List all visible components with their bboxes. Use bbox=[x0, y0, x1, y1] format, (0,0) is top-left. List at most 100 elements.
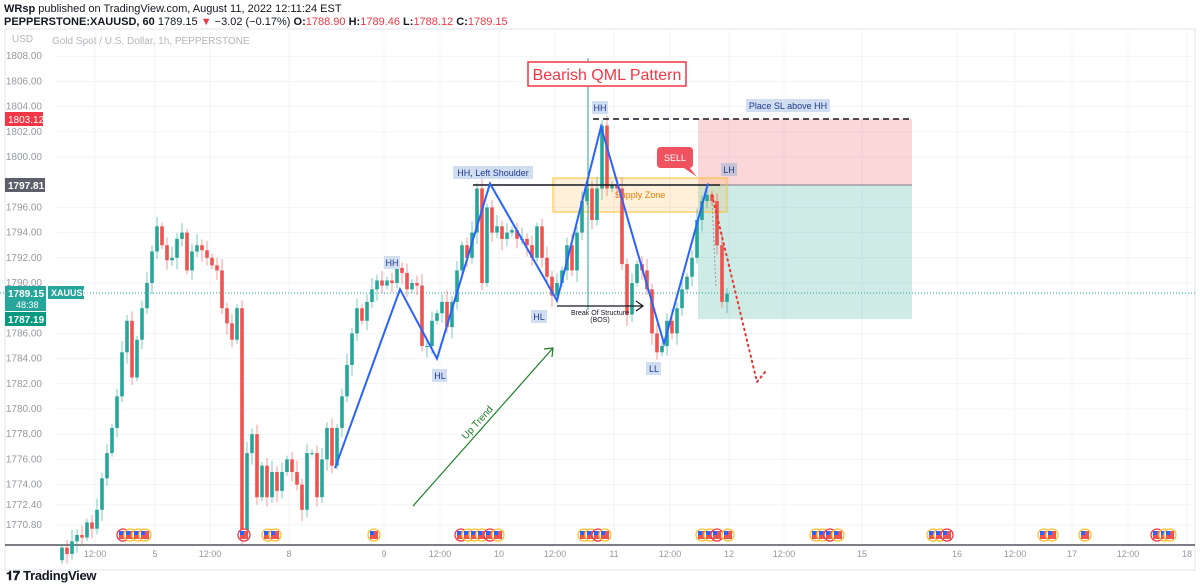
candle-up bbox=[340, 396, 344, 428]
candle-up bbox=[325, 427, 329, 460]
flag-canton bbox=[601, 531, 605, 535]
candle-down bbox=[490, 207, 494, 233]
candle-up bbox=[660, 346, 664, 353]
qml-zigzag-line[interactable] bbox=[334, 122, 709, 469]
low-value: 1788.12 bbox=[413, 16, 454, 28]
time-tick-label: 18 bbox=[1182, 549, 1192, 559]
candle-up bbox=[435, 313, 439, 321]
hl-second-text: HL bbox=[533, 312, 545, 322]
last-price-text: 1789.15 bbox=[8, 289, 45, 300]
flag-canton bbox=[1048, 531, 1052, 535]
candle-up bbox=[85, 522, 89, 538]
bar-countdown-text: 48:38 bbox=[16, 300, 39, 310]
time-axis[interactable]: 12:00 5 12:00 8 9 12:00 10 12:00 11 12:00 12 12:00 1… bbox=[84, 549, 1192, 559]
label-lh[interactable]: LH bbox=[721, 163, 737, 176]
label-hh-top[interactable]: HH bbox=[592, 101, 608, 114]
candle-down bbox=[360, 308, 364, 321]
candle-up bbox=[375, 280, 379, 290]
time-tick-label: 5 bbox=[152, 549, 157, 559]
pattern-title: Bearish QML Pattern bbox=[533, 67, 682, 84]
flag-canton bbox=[943, 531, 947, 535]
symbol: PEPPERSTONE:XAUUSD, 60 bbox=[4, 16, 155, 28]
candle-up bbox=[310, 453, 314, 455]
publisher-name[interactable]: WRsp bbox=[4, 3, 36, 15]
flag-canton bbox=[1040, 531, 1044, 535]
candle-up bbox=[125, 320, 129, 353]
price-tick-label: 1776.00 bbox=[6, 454, 43, 465]
take-profit-zone[interactable] bbox=[698, 185, 912, 319]
sell-callout[interactable]: SELL bbox=[657, 147, 697, 177]
label-hh-left-shoulder[interactable]: HH, Left Shoulder bbox=[453, 166, 533, 179]
candle-down bbox=[80, 535, 84, 538]
us-flag-event-icon bbox=[1045, 528, 1059, 542]
time-tick-label: 12:00 bbox=[1004, 549, 1027, 559]
candle-up bbox=[115, 396, 119, 428]
candle-up bbox=[430, 320, 434, 346]
label-hh-first[interactable]: HH bbox=[384, 256, 400, 269]
candle-down bbox=[205, 250, 209, 258]
time-tick-label: 12:00 bbox=[659, 549, 682, 559]
pattern-title-box[interactable] bbox=[527, 61, 687, 87]
candle-down bbox=[465, 245, 469, 258]
candle-down bbox=[530, 245, 534, 258]
candle-up bbox=[455, 270, 459, 302]
candle-up bbox=[250, 434, 254, 454]
publish-info: WRsp published on TradingView.com, Augus… bbox=[4, 3, 342, 15]
candle-down bbox=[620, 188, 624, 265]
flag-canton bbox=[713, 531, 717, 535]
label-hl-second[interactable]: HL bbox=[531, 310, 547, 323]
us-flag-event-icon bbox=[710, 528, 724, 542]
candle-down bbox=[720, 245, 724, 302]
time-tick-label: 8 bbox=[286, 549, 291, 559]
label-ll[interactable]: LL bbox=[646, 362, 661, 375]
candle-down bbox=[710, 194, 714, 202]
candle-down bbox=[500, 226, 504, 239]
price-tick-label: 1784.00 bbox=[6, 354, 43, 365]
candle-up bbox=[505, 232, 509, 239]
price-tick-label: 1782.00 bbox=[6, 379, 43, 390]
close-label: C: bbox=[456, 16, 468, 28]
time-tick-label: 10 bbox=[494, 549, 504, 559]
price-axis[interactable]: 1808.00 1806.00 1804.00 1802.00 1800.00 1796.… bbox=[6, 51, 43, 531]
candle-up bbox=[460, 245, 464, 271]
last-price: 1789.15 bbox=[157, 16, 198, 28]
candle-up bbox=[245, 453, 249, 535]
economic-events[interactable] bbox=[116, 528, 1177, 542]
projection-dotted-line bbox=[711, 199, 717, 289]
up-trend-arrow[interactable] bbox=[412, 347, 554, 507]
projected-path[interactable] bbox=[711, 194, 766, 385]
candle-up bbox=[425, 346, 429, 347]
flag-canton bbox=[724, 531, 728, 535]
price-tick-label: 1796.00 bbox=[6, 202, 43, 213]
price-tick-label: 1792.00 bbox=[6, 253, 43, 264]
flag-canton bbox=[240, 531, 244, 535]
us-flag-event-icon bbox=[491, 528, 505, 542]
candle-up bbox=[280, 472, 284, 491]
us-flag-event-icon bbox=[237, 528, 251, 542]
candle-down bbox=[525, 238, 529, 246]
open-label: O: bbox=[293, 16, 306, 28]
candles bbox=[60, 116, 729, 564]
candle-down bbox=[240, 308, 244, 535]
candle-down bbox=[220, 270, 224, 309]
candle-up bbox=[70, 541, 74, 554]
label-hl-first[interactable]: HL bbox=[432, 369, 447, 382]
us-flag-event-icon bbox=[1078, 528, 1092, 542]
candle-up bbox=[100, 478, 104, 510]
us-flag-event-icon bbox=[598, 528, 612, 542]
candle-up bbox=[195, 245, 199, 252]
time-tick-label: 16 bbox=[952, 549, 962, 559]
candle-up bbox=[495, 226, 499, 233]
label-place-sl[interactable]: Place SL above HH bbox=[746, 99, 830, 112]
candle-up bbox=[60, 547, 64, 561]
candle-down bbox=[400, 267, 404, 273]
target-price-text: 1787.19 bbox=[8, 315, 45, 326]
flag-canton bbox=[698, 531, 702, 535]
tradingview-logo[interactable]: 𝟏𝟕 TradingView bbox=[6, 568, 97, 584]
candle-down bbox=[645, 270, 649, 290]
candle-up bbox=[725, 293, 729, 302]
candle-up bbox=[535, 226, 539, 258]
time-tick-label: 12 bbox=[724, 549, 734, 559]
candle-up bbox=[610, 184, 614, 189]
